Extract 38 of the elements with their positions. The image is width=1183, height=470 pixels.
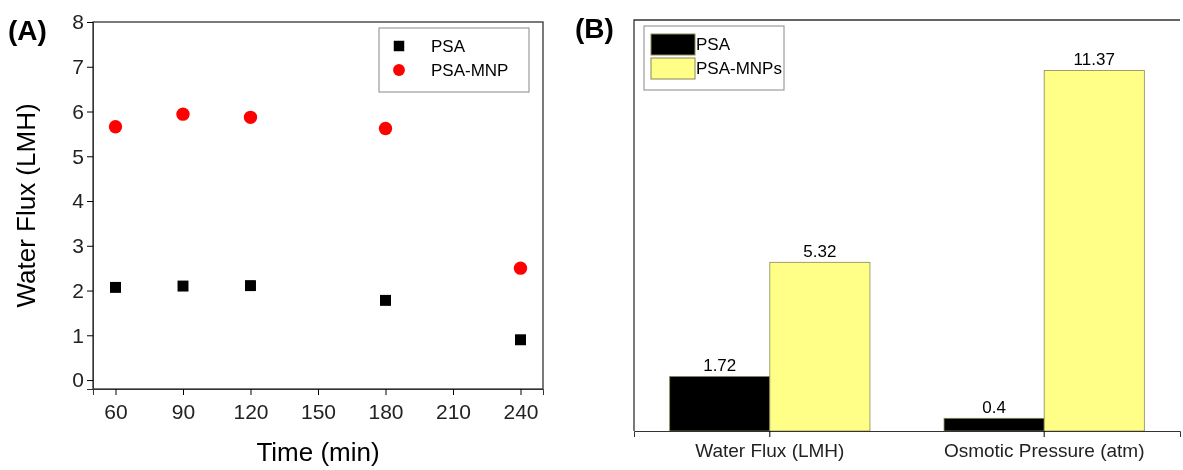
y-tick-label: 1 — [72, 323, 84, 347]
legend-label: PSA-MNP — [431, 61, 509, 80]
x-tick-label: Osmotic Pressure (atm) — [943, 440, 1145, 462]
data-label: 5.32 — [803, 242, 837, 262]
x-tick-label: 210 — [435, 400, 472, 423]
x-tick-label: 240 — [503, 400, 539, 423]
point — [110, 281, 121, 293]
data-label: 1.72 — [703, 356, 737, 376]
x-tick-label: 150 — [300, 400, 337, 423]
point — [245, 280, 256, 292]
y-tick-label: 8 — [72, 10, 84, 34]
x-tick-label: 120 — [233, 400, 269, 423]
y-tick-label: 3 — [72, 234, 84, 257]
chart-title: (B) — [575, 13, 614, 44]
y-tick-label: 0 — [72, 368, 84, 392]
point — [513, 261, 528, 275]
data-label: 0.4 — [982, 398, 1006, 418]
y-tick-label: 6 — [72, 99, 84, 123]
y-tick-label: 7 — [72, 54, 84, 78]
x-axis-title: Time (min) — [256, 437, 380, 467]
point — [378, 121, 393, 136]
y-tick-label: 2 — [72, 278, 84, 302]
x-tick-label: 90 — [171, 400, 196, 423]
chart-title: (A) — [8, 15, 47, 46]
point — [243, 110, 258, 124]
x-tick-label: 60 — [104, 400, 128, 423]
point — [515, 334, 526, 346]
legend-label: PSA — [696, 35, 731, 54]
legend-label: PSA-MNPs — [696, 59, 782, 78]
point — [177, 280, 189, 292]
x-tick-label: 180 — [368, 400, 404, 423]
y-tick-label: 4 — [72, 189, 85, 213]
point — [176, 107, 190, 121]
legend-label: PSA — [431, 37, 466, 56]
point — [380, 294, 391, 306]
y-tick-label: 5 — [72, 144, 84, 168]
data-label: 11.37 — [1073, 50, 1115, 70]
point — [108, 120, 123, 134]
